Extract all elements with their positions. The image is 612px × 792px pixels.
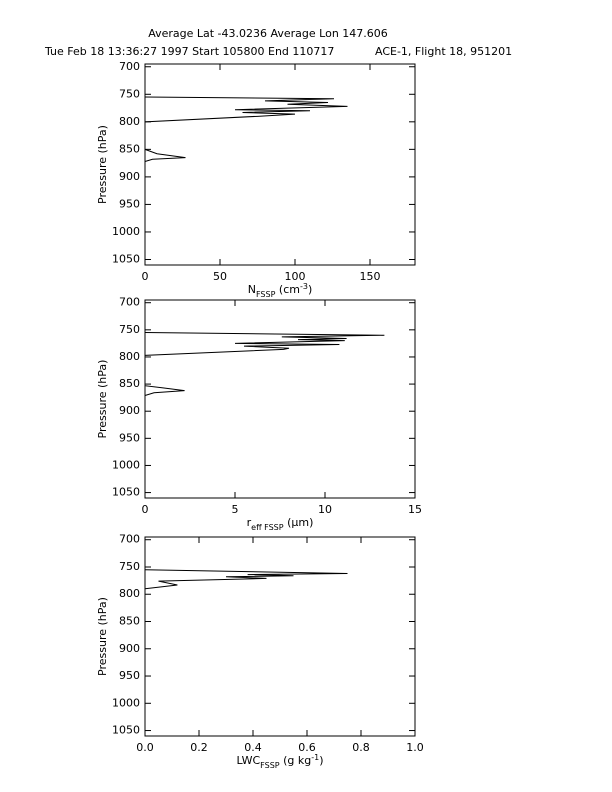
x-tick-label: 150 bbox=[360, 270, 381, 283]
x-label-end: ) bbox=[319, 754, 323, 767]
x-label-sub: eff FSSP bbox=[251, 523, 284, 532]
x-tick-label: 0.8 bbox=[352, 741, 370, 754]
x-label-unit: (g kg bbox=[280, 754, 312, 767]
y-tick-label: 900 bbox=[119, 642, 140, 655]
y-tick-label: 1050 bbox=[112, 724, 140, 737]
x-tick-label: 5 bbox=[232, 503, 239, 516]
y-tick-label: 850 bbox=[119, 377, 140, 390]
y-axis-label: Pressure (hPa) bbox=[96, 125, 109, 204]
x-label-end: ) bbox=[308, 283, 312, 296]
y-tick-label: 750 bbox=[119, 87, 140, 100]
y-axis-label: Pressure (hPa) bbox=[96, 597, 109, 676]
x-tick-label: 50 bbox=[213, 270, 227, 283]
profile-line bbox=[144, 332, 385, 396]
y-tick-label: 800 bbox=[119, 115, 140, 128]
header-flight: ACE-1, Flight 18, 951201 bbox=[375, 45, 512, 58]
y-tick-label: 900 bbox=[119, 404, 140, 417]
x-label-sup: -1 bbox=[311, 753, 319, 762]
x-tick-label: 0.6 bbox=[298, 741, 316, 754]
x-tick-label: 10 bbox=[318, 503, 332, 516]
profile-line bbox=[144, 569, 348, 590]
y-tick-label: 750 bbox=[119, 323, 140, 336]
x-tick-label: 0 bbox=[142, 270, 149, 283]
y-tick-label: 850 bbox=[119, 615, 140, 628]
x-tick-label: 0.4 bbox=[244, 741, 262, 754]
x-axis-label: reff FSSP (µm) bbox=[247, 516, 314, 532]
header-time: Tue Feb 18 13:36:27 1997 Start 105800 En… bbox=[44, 45, 334, 58]
y-tick-label: 700 bbox=[119, 60, 140, 73]
x-tick-label: 0.0 bbox=[136, 741, 154, 754]
x-tick-label: 1.0 bbox=[406, 741, 424, 754]
y-tick-label: 700 bbox=[119, 533, 140, 546]
x-axis-label: LWCFSSP (g kg-1) bbox=[236, 753, 323, 770]
x-label-sub: FSSP bbox=[260, 761, 280, 770]
x-label-unit: (µm) bbox=[284, 516, 314, 529]
x-axis-label: NFSSP (cm-3) bbox=[248, 282, 313, 299]
y-tick-label: 900 bbox=[119, 170, 140, 183]
x-tick-label: 100 bbox=[285, 270, 306, 283]
y-tick-label: 1000 bbox=[112, 225, 140, 238]
x-label-main: LWC bbox=[236, 754, 260, 767]
y-tick-label: 950 bbox=[119, 669, 140, 682]
x-tick-label: 15 bbox=[408, 503, 422, 516]
plot-frame bbox=[144, 63, 416, 266]
y-tick-label: 1000 bbox=[112, 458, 140, 471]
x-label-main: r bbox=[247, 516, 252, 529]
y-tick-label: 1050 bbox=[112, 252, 140, 265]
y-axis-label: Pressure (hPa) bbox=[96, 360, 109, 439]
y-tick-label: 950 bbox=[119, 431, 140, 444]
x-label-sub: FSSP bbox=[256, 290, 276, 299]
x-label-main: N bbox=[248, 283, 256, 296]
y-tick-label: 700 bbox=[119, 296, 140, 309]
y-tick-label: 1050 bbox=[112, 486, 140, 499]
y-tick-label: 850 bbox=[119, 142, 140, 155]
y-tick-label: 800 bbox=[119, 350, 140, 363]
x-label-unit: (cm bbox=[275, 283, 300, 296]
profile-line bbox=[144, 96, 348, 162]
plot-frame bbox=[144, 299, 416, 499]
x-label-sup: -3 bbox=[300, 282, 308, 291]
x-tick-label: 0 bbox=[142, 503, 149, 516]
y-tick-label: 800 bbox=[119, 587, 140, 600]
y-tick-label: 1000 bbox=[112, 696, 140, 709]
y-tick-label: 750 bbox=[119, 560, 140, 573]
header-location: Average Lat -43.0236 Average Lon 147.606 bbox=[148, 27, 388, 40]
x-tick-label: 0.2 bbox=[190, 741, 208, 754]
plot-frame bbox=[144, 536, 416, 737]
y-tick-label: 950 bbox=[119, 197, 140, 210]
